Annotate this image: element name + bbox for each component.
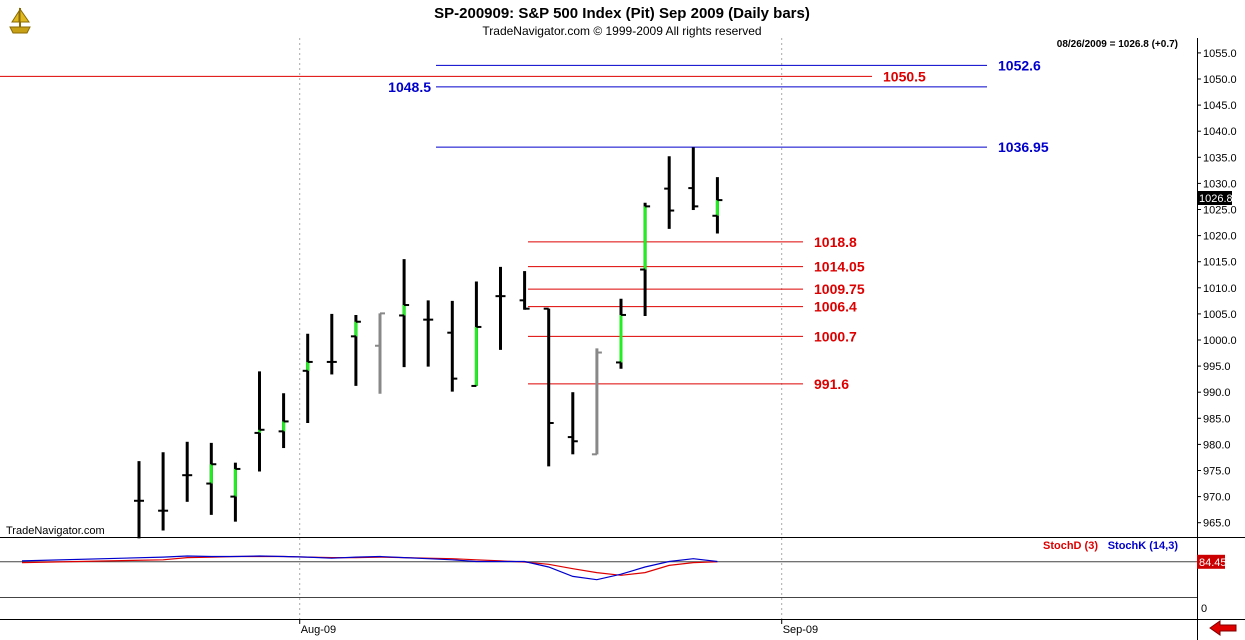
y-tick-label: 975.0 xyxy=(1203,466,1231,478)
ohlc-bar xyxy=(423,300,434,367)
y-tick-label: 1045.0 xyxy=(1203,100,1237,112)
ohlc-bar xyxy=(712,177,723,234)
ohlc-bar xyxy=(543,307,554,467)
y-tick-label: 1005.0 xyxy=(1203,309,1237,321)
level-label: 1000.7 xyxy=(814,328,857,344)
last-price-label: 1026.8 xyxy=(1199,193,1233,205)
ohlc-bar xyxy=(591,348,602,456)
x-tick-label: Sep-09 xyxy=(783,624,818,636)
x-tick-label: Aug-09 xyxy=(301,624,336,636)
y-tick-label: 970.0 xyxy=(1203,492,1231,504)
ohlc-bar xyxy=(206,442,217,515)
ohlc-bar xyxy=(254,371,265,472)
last-price-marker: 1026.8 xyxy=(1197,191,1233,205)
level-label: 1048.5 xyxy=(388,79,431,95)
stoch-value-label: 84.45 xyxy=(1199,557,1227,569)
y-tick-label: 980.0 xyxy=(1203,439,1231,451)
ohlc-bar xyxy=(447,300,458,392)
level-label: 1018.8 xyxy=(814,234,857,250)
ohlc-bar xyxy=(375,312,385,394)
copyright-text: TradeNavigator.com © 1999-2009 All right… xyxy=(482,24,761,38)
ohlc-bar xyxy=(640,202,651,316)
stoch-zero-label: 0 xyxy=(1201,603,1207,615)
y-tick-label: 1030.0 xyxy=(1203,178,1237,190)
ohlc-bars xyxy=(134,147,723,539)
y-tick-label: 965.0 xyxy=(1203,518,1231,530)
ohlc-bar xyxy=(182,441,193,502)
watermark: TradeNavigator.com xyxy=(6,525,105,537)
legend-stoch-d: StochD (3) xyxy=(1043,540,1098,552)
y-tick-label: 1035.0 xyxy=(1203,152,1237,164)
ohlc-bar xyxy=(399,259,410,368)
ohlc-bar xyxy=(688,147,699,211)
y-tick-label: 1000.0 xyxy=(1203,335,1237,347)
price-axis: 1055.0 1050.0 1045.0 1040.0 1035.0 1030.0 1025… xyxy=(1197,48,1237,530)
y-tick-label: 1055.0 xyxy=(1203,48,1237,60)
ohlc-bar xyxy=(158,452,169,531)
level-label: 1036.95 xyxy=(998,139,1049,155)
level-label: 1014.05 xyxy=(814,259,865,275)
ohlc-bar xyxy=(471,281,482,387)
ohlc-bar xyxy=(230,462,241,522)
ohlc-bar xyxy=(326,313,337,375)
level-label: 1006.4 xyxy=(814,299,857,315)
ohlc-bar xyxy=(278,393,289,449)
y-tick-label: 1010.0 xyxy=(1203,283,1237,295)
ohlc-bar xyxy=(134,461,144,539)
ohlc-bar xyxy=(302,333,313,423)
price-readout: 08/26/2009 = 1026.8 (+0.7) xyxy=(1057,39,1178,50)
level-label: 1050.5 xyxy=(883,68,926,84)
ohlc-bar xyxy=(567,392,578,455)
back-arrow-icon[interactable] xyxy=(1209,620,1237,636)
y-tick-label: 1025.0 xyxy=(1203,205,1237,217)
level-label: 1009.75 xyxy=(814,281,865,297)
level-label: 1052.6 xyxy=(998,57,1041,73)
y-tick-label: 1040.0 xyxy=(1203,126,1237,138)
date-axis: Aug-09 Sep-09 xyxy=(299,619,818,636)
stoch-k-line xyxy=(21,555,718,581)
ship-wheel-logo-icon xyxy=(9,7,31,34)
level-lines: 1052.6 1050.5 1048.5 1036.95 1018.8 1014.05 10… xyxy=(0,57,1049,392)
stochastic-panel: StochD (3) StochK (14,3) 84.45 0 xyxy=(0,540,1227,615)
ohlc-bar xyxy=(664,156,675,229)
ohlc-bar xyxy=(616,298,626,369)
y-tick-label: 985.0 xyxy=(1203,413,1231,425)
stoch-d-line xyxy=(21,555,718,576)
level-label: 991.6 xyxy=(814,376,849,392)
y-tick-label: 995.0 xyxy=(1203,361,1231,373)
chart-title: SP-200909: S&P 500 Index (Pit) Sep 2009 … xyxy=(434,5,810,22)
ohlc-bar xyxy=(495,266,506,350)
stoch-value-box xyxy=(1197,554,1225,569)
y-tick-label: 1015.0 xyxy=(1203,257,1237,269)
y-tick-label: 990.0 xyxy=(1203,387,1231,399)
grid xyxy=(299,38,783,619)
y-tick-label: 1020.0 xyxy=(1203,231,1237,243)
y-tick-label: 1050.0 xyxy=(1203,74,1237,86)
legend-stoch-k: StochK (14,3) xyxy=(1108,540,1179,552)
ohlc-bar xyxy=(350,314,361,386)
ohlc-bar xyxy=(519,271,530,310)
